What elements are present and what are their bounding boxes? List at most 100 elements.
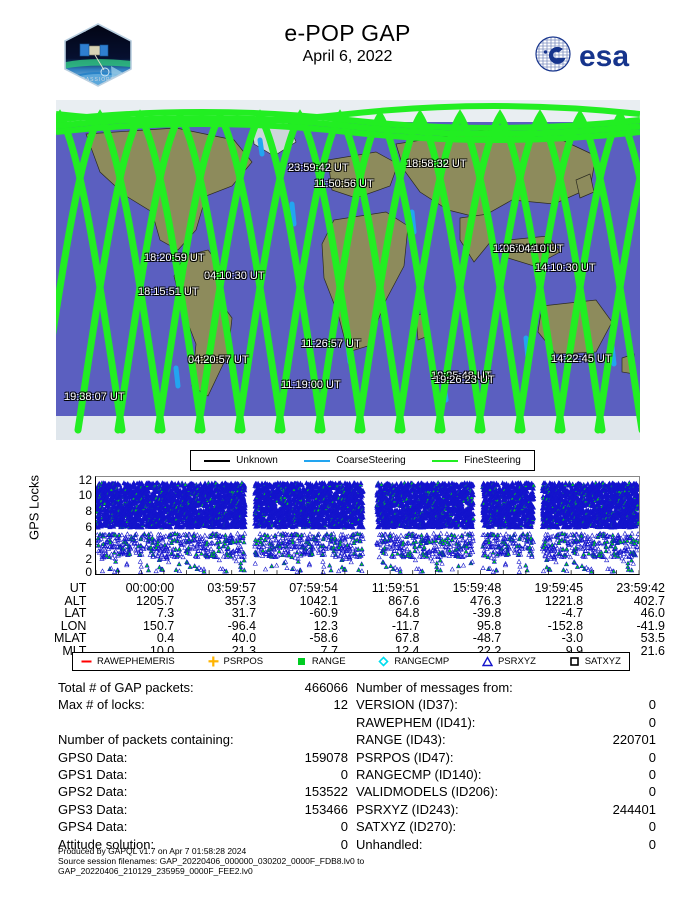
stat-gps0-data: GPS0 Data: 159078 xyxy=(58,749,348,766)
cell-lat-3: 64.8 xyxy=(395,606,420,621)
ephemeris-table: UT 00:00:00 03:59:57 07:59:54 11:59:51 1… xyxy=(40,582,665,658)
y-tick: 2 xyxy=(85,552,92,566)
cell-ut-2: 07:59:54 xyxy=(289,581,338,595)
cell-alt-5: 1221.8 xyxy=(544,593,584,608)
table-row-lat: LAT 7.3 31.7 -60.9 64.8 -39.8 -4.7 46.0 xyxy=(40,607,665,620)
triangle-marker-icon xyxy=(481,656,493,667)
cell-lat-1: 31.7 xyxy=(231,606,257,621)
footer-source-line1: Source session filenames: GAP_20220406_0… xyxy=(58,855,365,866)
square-marker-icon xyxy=(297,658,305,665)
esa-logo: esa xyxy=(532,30,650,78)
diamond-marker-icon xyxy=(378,656,389,667)
stat-value: 244401 xyxy=(612,801,656,817)
cell-alt-6: 402.7 xyxy=(633,593,665,608)
cell-lon-1: -96.4 xyxy=(227,618,257,633)
esa-wordmark: esa xyxy=(579,40,629,73)
cell-lat-5: -4.7 xyxy=(561,606,584,621)
cell-ut-0: 00:00:00 xyxy=(125,581,175,595)
page-title: e-POP GAP xyxy=(284,20,411,46)
square-open-marker-icon xyxy=(569,657,579,666)
table-row-mlat: MLAT 0.4 40.0 -58.6 67.8 -48.7 -3.0 53.5 xyxy=(40,632,665,645)
table-row-alt: ALT 1205.7 357.3 1042.1 867.6 476.3 1221… xyxy=(40,593,665,608)
stat-version-id37: VERSION (ID37): 0 xyxy=(356,696,656,713)
cell-mlat-3: 67.8 xyxy=(395,631,420,646)
line-swatch-icon xyxy=(304,459,331,462)
gps-locks-plot: GPS Locks 12 10 8 6 4 2 0 xyxy=(0,473,695,581)
stat-attitude-solution: Attitude solution: 0 xyxy=(58,836,348,853)
spacer xyxy=(58,714,348,731)
stat-rangecmp-id140: RANGECMP (ID140): 0 xyxy=(356,766,656,783)
stat-value: 0 xyxy=(648,714,656,730)
cell-lon-4: 95.8 xyxy=(476,618,502,633)
stat-label: VALIDMODELS (ID206): xyxy=(356,784,499,800)
cell-mlat-6: 53.5 xyxy=(640,631,665,646)
stat-psrxyz-id243: PSRXYZ (ID243): 244401 xyxy=(356,801,656,818)
y-tick: 8 xyxy=(85,504,92,518)
map-canvas xyxy=(56,100,640,440)
stat-gps1-data: GPS1 Data: 0 xyxy=(58,766,348,783)
plot-legend-label: RAWEPHEMERIS xyxy=(97,656,175,667)
stat-packets-heading: Number of packets containing: xyxy=(58,732,234,748)
line-swatch-icon xyxy=(204,459,231,462)
stat-label: Total # of GAP packets: xyxy=(58,680,194,695)
cell-lat-0: 7.3 xyxy=(156,606,175,621)
stat-total-gap-packets: Total # of GAP packets: 466066 xyxy=(58,679,348,696)
page-header: CASSIOPE e-POP GAP April 6, 2022 xyxy=(0,0,695,92)
plot-legend-item-psrpos: PSRPOS xyxy=(208,656,264,667)
stat-label: RANGE (ID43): xyxy=(356,732,446,748)
map-legend: Unknown CoarseSteering FineSteering xyxy=(190,450,535,471)
stats-right-column: Number of messages from: VERSION (ID37):… xyxy=(356,679,656,853)
footer-source-line2: GAP_20220406_210129_235959_0000F_FEE2.lv… xyxy=(58,865,253,876)
map-legend-item-coarsesteering: CoarseSteering xyxy=(304,455,406,466)
stat-value: 0 xyxy=(340,819,348,835)
plot-canvas xyxy=(95,476,640,575)
cell-lon-6: -41.9 xyxy=(636,618,666,633)
cell-mlat-2: -58.6 xyxy=(309,631,338,646)
cell-lat-4: -39.8 xyxy=(472,606,502,621)
ground-track-map: 23:59:42 UT 18:58:32 UT 11:50:56 UT 18:2… xyxy=(56,100,640,440)
stat-unhandled: Unhandled: 0 xyxy=(356,836,656,853)
stat-value: 153466 xyxy=(304,801,348,817)
stat-label: GPS2 Data: xyxy=(58,784,128,800)
plot-legend-label: SATXYZ xyxy=(584,656,621,667)
cell-ut-1: 03:59:57 xyxy=(207,581,257,595)
cell-alt-4: 476.3 xyxy=(470,593,502,608)
map-south-ice xyxy=(56,416,640,440)
plot-legend-label: PSRPOS xyxy=(223,656,264,667)
y-tick: 0 xyxy=(85,565,92,579)
cell-lon-0: 150.7 xyxy=(142,618,175,633)
scatter-plot-svg xyxy=(96,480,639,574)
stat-label: SATXYZ (ID270): xyxy=(356,819,457,835)
map-legend-item-unknown: Unknown xyxy=(204,455,278,466)
dash-marker-icon xyxy=(81,660,92,663)
stat-validmodels-id206: VALIDMODELS (ID206): 0 xyxy=(356,783,656,800)
row-label: LON xyxy=(60,618,87,633)
stat-label: GPS4 Data: xyxy=(58,819,128,835)
statistics-section: Total # of GAP packets: 466066 Max # of … xyxy=(0,679,695,852)
cell-alt-2: 1042.1 xyxy=(299,593,338,608)
stat-value: 220701 xyxy=(612,732,656,748)
stat-label: GPS1 Data: xyxy=(58,767,128,783)
stat-label: PSRPOS (ID47): xyxy=(356,749,454,765)
plot-legend-item-rangecmp: RANGECMP xyxy=(378,656,449,667)
plot-legend-label: PSRXYZ xyxy=(497,656,536,667)
y-tick: 10 xyxy=(78,488,92,502)
y-tick: 12 xyxy=(78,473,92,487)
plot-legend-item-rawephemeris: RAWEPHEMERIS xyxy=(81,656,175,667)
stat-gps3-data: GPS3 Data: 153466 xyxy=(58,801,348,818)
plot-legend-label: RANGECMP xyxy=(394,656,450,667)
stat-label: RAWEPHEM (ID41): xyxy=(356,714,476,730)
plot-legend-label: RANGE xyxy=(311,656,346,667)
stat-range-id43: RANGE (ID43): 220701 xyxy=(356,731,656,748)
cell-ut-5: 19:59:45 xyxy=(534,581,584,595)
cell-alt-1: 357.3 xyxy=(224,593,257,608)
stat-value: 0 xyxy=(648,819,656,835)
stat-value: 0 xyxy=(340,767,348,783)
plot-y-axis-ticks: 12 10 8 6 4 2 0 xyxy=(60,473,92,579)
stat-label: RANGECMP (ID140): xyxy=(356,767,482,783)
cell-ut-4: 15:59:48 xyxy=(452,581,502,595)
stat-value: 153522 xyxy=(304,784,348,800)
plot-legend-item-psrxyz: PSRXYZ xyxy=(481,656,536,667)
map-legend-label: FineSteering xyxy=(464,455,521,466)
cell-ut-3: 11:59:51 xyxy=(371,581,420,595)
